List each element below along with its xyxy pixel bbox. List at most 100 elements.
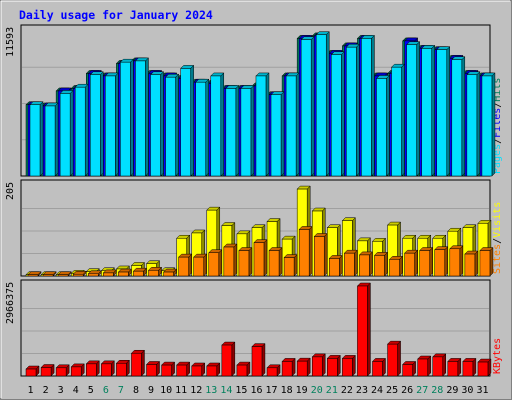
bar-sites-day-18-side <box>293 253 298 277</box>
bar-kbytes-day-23 <box>357 285 368 377</box>
panel-3: 2966375 KBytes <box>5 279 503 377</box>
y-max-label: 205 <box>5 182 16 200</box>
bar-kbytes-day-8 <box>131 352 142 377</box>
bar-pages-day-27-side <box>431 44 435 177</box>
bar-kbytes-day-30 <box>462 361 474 377</box>
bar-pages-day-8 <box>135 60 146 177</box>
bar-pages-day-15 <box>240 88 252 177</box>
bar-pages-day-18-side <box>295 72 300 177</box>
bar-pages-day-11-side <box>190 64 194 177</box>
bar-sites-day-10 <box>163 271 174 277</box>
x-tick-label: 5 <box>88 385 94 396</box>
bar-kbytes-day-6 <box>101 363 112 377</box>
legend: Sites/Visits <box>492 202 503 274</box>
bar-kbytes-day-27 <box>417 358 428 377</box>
bar-sites-day-29-side <box>459 245 464 277</box>
bar-kbytes-day-17 <box>266 367 278 377</box>
bar-sites-day-11-side <box>188 253 192 277</box>
bar-kbytes-day-27-side <box>427 355 431 377</box>
bar-sites-day-17 <box>268 250 280 277</box>
bar-pages-day-17-side <box>280 91 285 177</box>
bar-pages-day-10-side <box>175 73 179 177</box>
bar-sites-day-25 <box>389 259 400 277</box>
x-tick-label: 3 <box>58 385 64 396</box>
bar-pages-day-27 <box>421 48 432 177</box>
legend: KBytes <box>492 338 503 374</box>
bar-pages-day-30-side <box>476 71 481 177</box>
x-tick-label: 13 <box>205 385 217 396</box>
bar-pages-day-19 <box>300 39 312 177</box>
bar-kbytes-day-25 <box>387 343 398 377</box>
x-tick-label: 27 <box>416 385 428 396</box>
bar-sites-day-27 <box>419 250 430 277</box>
bar-sites-day-30 <box>464 253 476 277</box>
bar-pages-day-16-side <box>265 72 270 177</box>
x-tick-label: 17 <box>266 385 278 396</box>
x-tick-label: 8 <box>133 385 139 396</box>
bar-sites-day-16 <box>253 242 265 277</box>
bar-pages-day-21-side <box>341 51 345 177</box>
bar-pages-day-5 <box>90 74 101 177</box>
bar-pages-day-9-side <box>160 71 164 177</box>
bar-pages-day-8-side <box>145 57 149 177</box>
x-tick-label: 21 <box>326 385 338 396</box>
legend-separator: / <box>492 138 503 144</box>
bar-pages-day-3 <box>59 93 71 177</box>
bar-kbytes-day-21-side <box>337 354 341 377</box>
x-tick-label: 26 <box>401 385 413 396</box>
bar-kbytes-day-28-side <box>442 353 446 377</box>
bar-kbytes-day-3 <box>55 367 67 377</box>
bar-sites-day-30-side <box>474 250 479 277</box>
bar-kbytes-day-26 <box>402 364 413 377</box>
bar-pages-day-28 <box>436 49 447 177</box>
bar-pages-day-26 <box>406 44 417 177</box>
bar-pages-day-23-side <box>371 34 375 177</box>
bar-kbytes-day-10 <box>161 364 172 377</box>
bar-sites-day-15 <box>238 250 250 277</box>
bar-kbytes-day-7 <box>116 363 127 377</box>
bar-pages-day-16 <box>255 75 267 177</box>
bar-pages-day-29-side <box>461 56 466 177</box>
bar-sites-day-20 <box>313 236 325 277</box>
bar-pages-day-7 <box>120 61 131 177</box>
bar-kbytes-day-4 <box>70 366 82 377</box>
bar-kbytes-day-28 <box>432 356 443 377</box>
series-kbytes <box>25 282 492 377</box>
legend-pages: Pages <box>492 144 503 174</box>
bar-pages-day-22 <box>346 46 357 177</box>
series-pages <box>29 31 496 177</box>
panel-1: 11593 Pages/Files/Hits <box>5 24 503 177</box>
bar-pages-day-10 <box>165 76 176 177</box>
y-max-label: 11593 <box>5 27 16 57</box>
bar-kbytes-day-2 <box>40 367 52 377</box>
bar-kbytes-day-20 <box>311 356 323 377</box>
x-tick-label: 22 <box>341 385 353 396</box>
bar-kbytes-day-22-side <box>352 354 356 377</box>
x-tick-label: 12 <box>190 385 202 396</box>
bar-pages-day-13-side <box>220 72 225 177</box>
bar-pages-day-12-side <box>205 78 209 177</box>
bar-sites-day-18 <box>283 257 295 277</box>
legend-separator: / <box>492 238 503 244</box>
x-tick-label: 11 <box>175 385 187 396</box>
bar-pages-day-1-side <box>39 101 44 177</box>
panel-2: 205 Sites/Visits <box>5 179 503 277</box>
bar-sites-day-15-side <box>248 246 253 277</box>
x-tick-label: 2 <box>43 385 49 396</box>
bar-pages-day-21 <box>331 54 342 177</box>
x-tick-label: 1 <box>28 385 34 396</box>
legend-separator: / <box>492 102 503 108</box>
x-tick-label: 6 <box>103 385 109 396</box>
bar-kbytes-day-31 <box>477 361 489 377</box>
bar-pages-day-22-side <box>356 43 360 177</box>
bar-sites-day-5 <box>88 273 99 277</box>
bar-pages-day-2 <box>44 105 56 177</box>
legend-files: Files <box>492 108 503 138</box>
bar-pages-day-24 <box>376 78 387 177</box>
legend: Pages/Files/Hits <box>492 78 503 174</box>
series-sites <box>27 225 494 277</box>
bar-kbytes-day-5 <box>86 363 97 377</box>
x-tick-label: 18 <box>281 385 293 396</box>
x-tick-label: 30 <box>461 385 473 396</box>
